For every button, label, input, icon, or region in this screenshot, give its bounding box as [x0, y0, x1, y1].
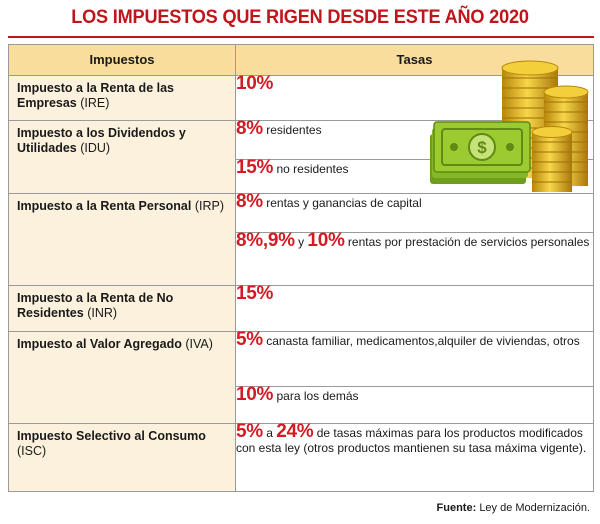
tax-name-cell: Impuesto a la Renta Personal (IRP) — [8, 192, 236, 286]
tax-abbr: (INR) — [87, 305, 118, 320]
tax-table: Impuestos Tasas Impuesto a la Renta de l… — [8, 44, 594, 492]
tax-abbr: (IRP) — [194, 198, 225, 213]
rate-cell: 5% canasta familiar, medicamentos,alquil… — [235, 329, 594, 388]
header-taxes: Impuestos — [8, 44, 236, 76]
tax-abbr: (IVA) — [185, 337, 213, 352]
tax-name-cell: Impuesto a la Renta de No Residentes (IN… — [8, 284, 236, 333]
table-row: Impuesto al Valor Agregado (IVA) 5% cana… — [8, 329, 594, 425]
rate-percent: 24% — [276, 421, 314, 443]
table-row: 8%,9% y 10% rentas por prestación de ser… — [9, 229, 594, 286]
rate-description: canasta familiar, medicamentos,alquiler … — [266, 334, 580, 349]
rate-percent: 5% — [236, 421, 263, 443]
rate-percent: 10% — [236, 384, 274, 406]
tax-name-cell: Impuesto al Valor Agregado (IVA) — [8, 331, 236, 425]
rate-percent: 8% — [236, 190, 263, 212]
rate-description: rentas y ganancias de capital — [266, 195, 422, 210]
rate-percent: 15% — [236, 282, 274, 304]
table-row: Impuesto a la Renta de No Residentes (IN… — [8, 282, 594, 333]
rate-percent: 15% — [236, 156, 274, 178]
rate-description: rentas por prestación de servicios perso… — [347, 234, 590, 249]
svg-text:$: $ — [477, 138, 487, 157]
table-row: Impuesto a la Renta Personal (IRP) 8% re… — [8, 190, 594, 286]
rate-joiner: a — [266, 426, 273, 441]
money-and-coins-icon: $ — [430, 60, 589, 192]
tax-name: Impuesto a la Renta de No Residentes — [17, 290, 174, 320]
tax-name: Impuesto a la Renta de las Empresas — [17, 80, 174, 110]
tax-abbr: (IDU) — [80, 140, 111, 155]
rate-percent: 10% — [236, 72, 274, 94]
rate-description: residentes — [266, 122, 322, 137]
tax-name-cell: Impuesto a los Dividendos y Utilidades (… — [8, 119, 236, 194]
rate-cell: 10% para los demás — [235, 384, 594, 425]
rate-percent: 10% — [307, 229, 345, 251]
tax-name: Impuesto a la Renta Personal — [17, 198, 192, 213]
rate-cell: 8%,9% y 10% rentas por prestación de ser… — [235, 229, 594, 286]
tax-abbr: (ISC) — [17, 444, 47, 459]
title-divider — [8, 36, 594, 38]
rate-description: no residentes — [276, 161, 349, 176]
rate-percent: 8% — [236, 117, 263, 139]
rate-description: para los demás — [276, 389, 359, 404]
rate-cell: 5% a 24% de tasas máximas para los produ… — [235, 421, 594, 492]
rate-percent: 8% — [236, 229, 263, 251]
source-text: Ley de Modernización. — [479, 502, 590, 514]
rate-percent: 5% — [236, 329, 263, 351]
table-row: Impuesto a los Dividendos y Utilidades (… — [8, 117, 594, 194]
tax-name: Impuesto Selectivo al Consumo — [17, 429, 206, 444]
rate-cell: 15% — [235, 282, 594, 333]
rate-percent: 9% — [267, 229, 295, 251]
tax-name-cell: Impuesto Selectivo al Consumo (ISC) — [8, 423, 236, 492]
table-row: 10% para los demás — [9, 384, 594, 425]
tax-name: Impuesto a los Dividendos y Utilidades — [17, 125, 186, 155]
tax-abbr: (IRE) — [80, 95, 110, 110]
source-label: Fuente: — [436, 502, 477, 514]
rate-description: de tasas máximas para los productos modi… — [236, 426, 587, 456]
table-header-row: Impuestos Tasas — [8, 44, 594, 76]
tax-name-cell: Impuesto a la Renta de las Empresas (IRE… — [8, 74, 236, 121]
table-row: Impuesto Selectivo al Consumo (ISC) 5% a… — [8, 421, 594, 492]
tax-name: Impuesto al Valor Agregado — [17, 337, 182, 352]
rate-joiner: y — [298, 234, 305, 249]
page-title: LOS IMPUESTOS QUE RIGEN DESDE ESTE AÑO 2… — [71, 6, 529, 28]
rate-cell: 8% rentas y ganancias de capital — [235, 190, 594, 233]
source-note: Fuente: Ley de Modernización. — [437, 502, 590, 514]
